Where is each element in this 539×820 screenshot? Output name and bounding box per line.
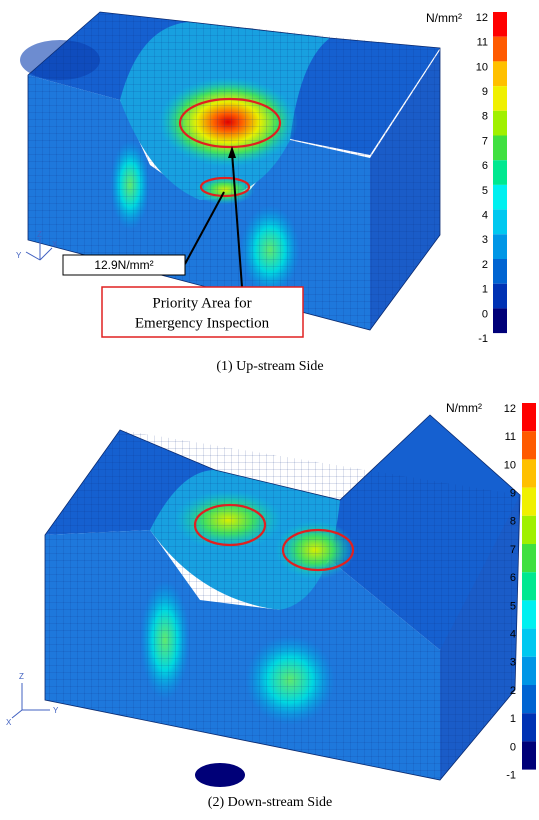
scale-segment: [493, 308, 507, 334]
axis-label: Y: [16, 251, 22, 260]
downstream-model: [44, 414, 521, 787]
scale-label: 3: [510, 657, 516, 669]
unit: N/mm²: [426, 11, 462, 25]
leader: [231, 151, 243, 288]
scale-label: 12: [504, 403, 516, 415]
caption: (1) Up-stream Side: [216, 359, 323, 374]
scale-label: 7: [510, 544, 516, 556]
priority-label: Priority Area for: [152, 295, 251, 311]
upstream-model: [20, 11, 441, 331]
leader: [184, 191, 225, 265]
scale-segment: [493, 86, 507, 111]
scale-label: 8: [510, 516, 516, 528]
scale-label: 6: [510, 572, 516, 584]
scale-segment: [522, 572, 536, 601]
label-box: [62, 254, 186, 276]
scale-label: 12: [476, 12, 488, 24]
scale-segment: [493, 110, 507, 136]
unit: N/mm²: [446, 401, 482, 415]
scale-segment: [522, 487, 536, 516]
stress-label: 12.9N/mm²: [94, 258, 153, 272]
scale-label: 7: [482, 135, 488, 147]
scale-label: 9: [482, 86, 488, 98]
scale-label: 0: [510, 741, 516, 753]
scale-label: 5: [510, 600, 516, 612]
scale-segment: [522, 544, 536, 573]
scale-segment: [522, 656, 536, 685]
scale-segment: [493, 234, 507, 259]
scale-label: -1: [506, 770, 516, 782]
scale-segment: [493, 209, 507, 235]
scale-label: 0: [482, 308, 488, 320]
scale-segment: [522, 741, 536, 770]
scale-segment: [522, 403, 536, 432]
scale-segment: [493, 259, 507, 284]
scale-segment: [522, 459, 536, 488]
highlight: [281, 528, 355, 572]
highlight: [199, 176, 251, 198]
scale-label: 10: [476, 61, 488, 73]
triad: [11, 683, 50, 719]
scale-label: 10: [504, 459, 516, 471]
highlight: [178, 97, 282, 149]
axis-label: X: [6, 718, 12, 727]
scale-segment: [493, 135, 507, 161]
highlight: [193, 503, 267, 547]
arrowhead: [228, 146, 236, 158]
scale-segment: [493, 184, 507, 210]
scale-segment: [493, 12, 507, 37]
priority-label: Emergency Inspection: [135, 315, 270, 331]
axis-label: Z: [19, 672, 24, 681]
scale-label: -1: [478, 333, 488, 345]
scale-segment: [522, 515, 536, 544]
scale-label: 8: [482, 111, 488, 123]
axis-label: Y: [53, 706, 59, 715]
priority-box: [101, 286, 304, 338]
axis-label: Z: [37, 230, 42, 239]
scale-segment: [522, 431, 536, 460]
scale-label: 4: [482, 210, 488, 222]
caption: (2) Down-stream Side: [208, 795, 332, 810]
scale-segment: [522, 685, 536, 714]
scale-segment: [493, 283, 507, 309]
scale-label: 11: [477, 37, 488, 49]
scale-label: 6: [482, 160, 488, 172]
scale-label: 5: [482, 185, 488, 197]
scale-segment: [522, 628, 536, 657]
axis-label: X: [52, 240, 58, 249]
scale-label: 1: [510, 713, 516, 725]
scale-label: 1: [482, 284, 488, 296]
scale-segment: [522, 713, 536, 742]
scale-segment: [493, 36, 507, 62]
scale-label: 2: [482, 259, 488, 271]
scale-label: 4: [510, 629, 516, 641]
scale-segment: [493, 61, 507, 87]
scale-segment: [493, 160, 507, 185]
scale-label: 2: [510, 685, 516, 697]
triad: [25, 238, 53, 261]
scale-label: 9: [510, 488, 516, 500]
scale-segment: [522, 600, 536, 629]
scale-label: 11: [505, 431, 516, 443]
scale-label: 3: [482, 234, 488, 246]
